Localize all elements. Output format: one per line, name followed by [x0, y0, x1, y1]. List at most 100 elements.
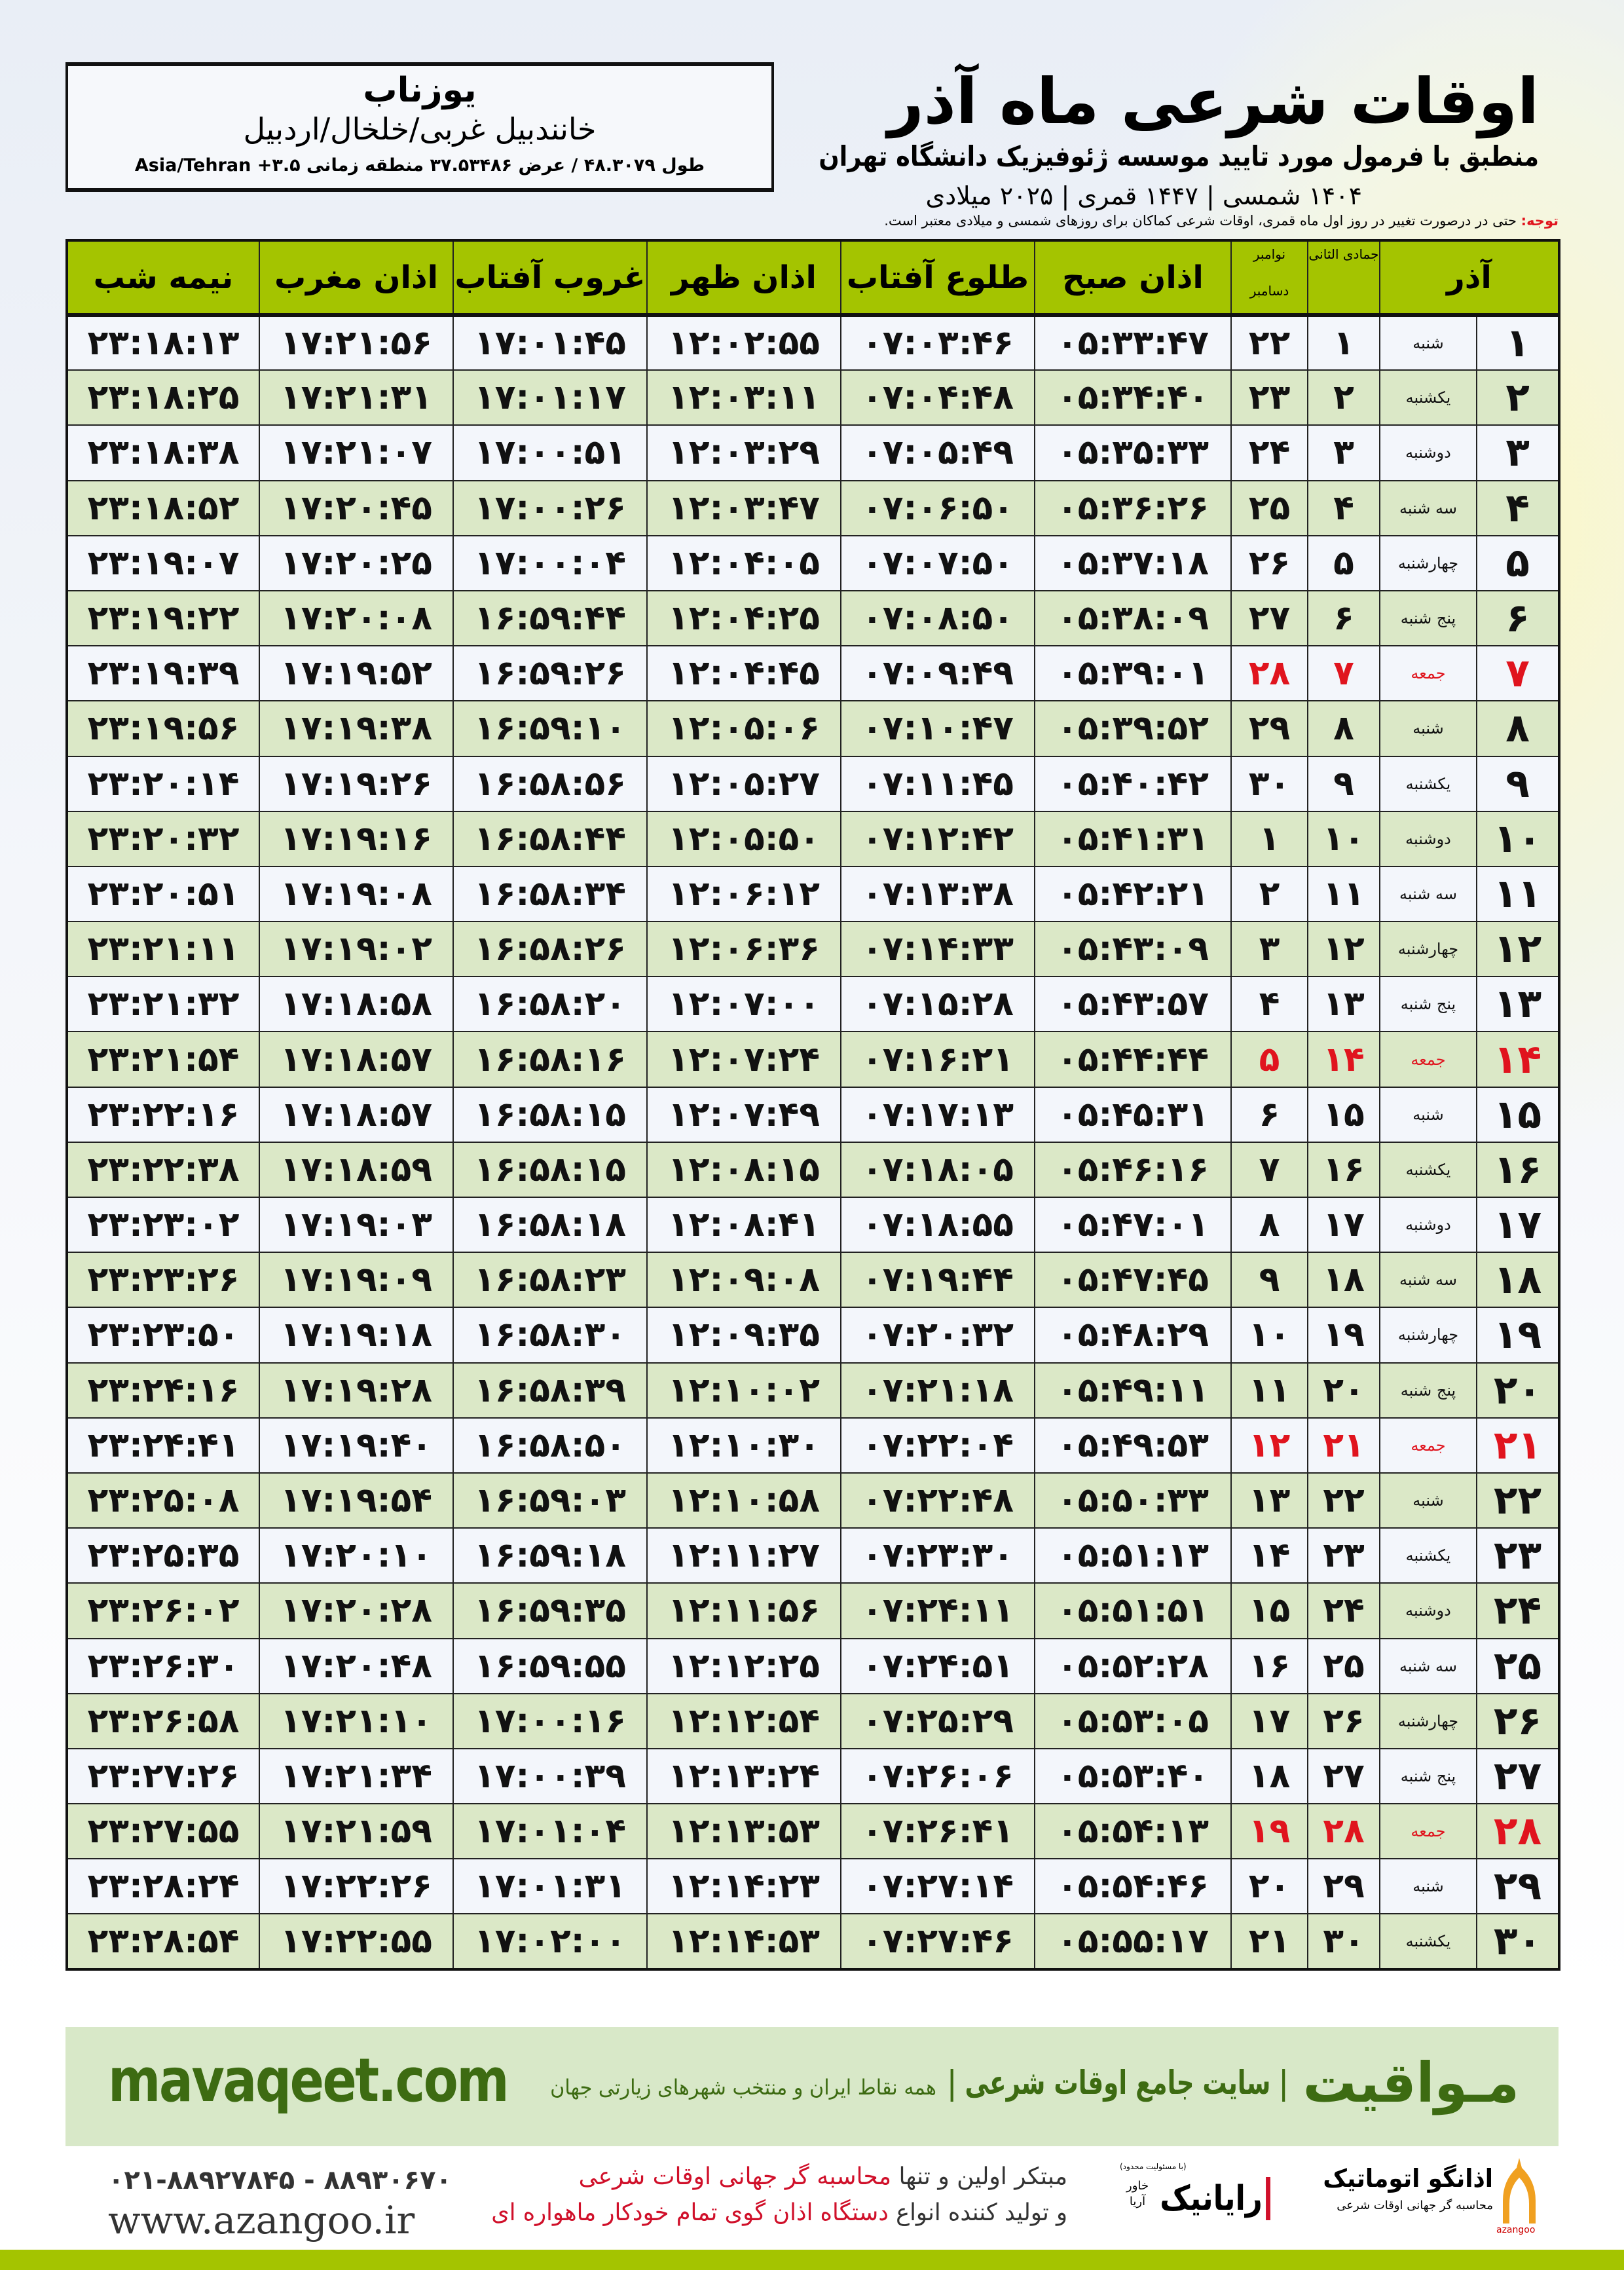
- midnight-time: ۲۳:۲۷:۲۶: [66, 1747, 260, 1805]
- sunrise-time: ۰۷:۲۴:۵۱: [840, 1637, 1035, 1694]
- midnight-time: ۲۳:۱۹:۵۶: [66, 700, 260, 757]
- midnight-time: ۲۳:۲۱:۵۴: [66, 1031, 260, 1088]
- weekday: یکشنبه: [1379, 1913, 1477, 1970]
- sunset-time: ۱۶:۵۹:۴۴: [452, 589, 648, 647]
- gregorian-day: ۲۰: [1230, 1858, 1308, 1915]
- midnight-time: ۲۳:۲۸:۵۴: [66, 1913, 260, 1970]
- year-line: ۱۴۰۴ شمسی | ۱۴۴۷ قمری | ۲۰۲۵ میلادی: [925, 181, 1362, 210]
- maghrib-time: ۱۷:۲۱:۵۶: [259, 314, 454, 371]
- maghrib-time: ۱۷:۱۹:۰۲: [259, 921, 454, 978]
- sunrise-time: ۰۷:۱۸:۵۵: [840, 1196, 1035, 1254]
- midnight-time: ۲۳:۱۹:۰۷: [66, 534, 260, 591]
- gregorian-day: ۳۰: [1230, 755, 1308, 812]
- qamari-day: ۱۶: [1307, 1141, 1380, 1199]
- weekday: یکشنبه: [1379, 755, 1477, 812]
- qamari-day: ۴: [1307, 479, 1380, 536]
- fajr-time: ۰۵:۴۶:۱۶: [1034, 1141, 1232, 1199]
- phone-numbers: ۰۲۱-۸۸۹۲۷۸۴۵ - ۸۸۹۳۰۶۷۰: [108, 2165, 452, 2195]
- table-row: ۲۷ پنج شنبه ۲۷ ۱۸ ۰۵:۵۳:۴۰ ۰۷:۲۶:۰۶ ۱۲:۱۳:۲۴ ۱۷…: [66, 1747, 1560, 1805]
- dhuhr-time: ۱۲:۰۸:۱۵: [646, 1141, 841, 1199]
- maghrib-time: ۱۷:۱۹:۳۸: [259, 700, 454, 757]
- gregorian-day: ۲۵: [1230, 479, 1308, 536]
- sunset-time: ۱۶:۵۸:۲۰: [452, 976, 648, 1033]
- gregorian-day: ۱۸: [1230, 1747, 1308, 1805]
- dhuhr-time: ۱۲:۰۵:۵۰: [646, 810, 841, 867]
- qamari-day: ۱۰: [1307, 810, 1380, 867]
- sunrise-time: ۰۷:۲۳:۳۰: [840, 1527, 1035, 1584]
- midnight-time: ۲۳:۲۵:۳۵: [66, 1527, 260, 1584]
- midnight-time: ۲۳:۲۳:۵۰: [66, 1307, 260, 1364]
- qamari-day: ۱۸: [1307, 1252, 1380, 1309]
- gregorian-day: ۱۰: [1230, 1307, 1308, 1364]
- table-row: ۱۵ شنبه ۱۵ ۶ ۰۵:۴۵:۳۱ ۰۷:۱۷:۱۳ ۱۲:۰۷:۴۹ ۱۶:۵۸:۱…: [66, 1086, 1560, 1143]
- dhuhr-time: ۱۲:۰۸:۴۱: [646, 1196, 841, 1254]
- sunset-time: ۱۶:۵۸:۵۶: [452, 755, 648, 812]
- dhuhr-time: ۱۲:۰۷:۴۹: [646, 1086, 841, 1143]
- azangoo-logo-text: اذانگو اتوماتیک: [1323, 2164, 1493, 2193]
- fajr-time: ۰۵:۵۰:۳۳: [1034, 1472, 1232, 1529]
- slogan: | سایت جامع اوقات شرعی |: [947, 2064, 1288, 2102]
- weekday: یکشنبه: [1379, 1141, 1477, 1199]
- dhuhr-time: ۱۲:۰۳:۲۹: [646, 424, 841, 481]
- table-row: ۱۲ چهارشنبه ۱۲ ۳ ۰۵:۴۳:۰۹ ۰۷:۱۴:۳۳ ۱۲:۰۶:۳۶ ۱۶:…: [66, 921, 1560, 978]
- sunset-time: ۱۶:۵۹:۲۶: [452, 645, 648, 702]
- note-label: توجه:: [1521, 213, 1559, 229]
- azar-day: ۱: [1476, 314, 1560, 371]
- azar-day: ۲۰: [1476, 1362, 1560, 1419]
- sunset-time: ۱۶:۵۹:۱۰: [452, 700, 648, 757]
- fajr-time: ۰۵:۵۳:۴۰: [1034, 1747, 1232, 1805]
- raianik-logo-top: (با مسئولیت محدود): [1120, 2162, 1187, 2171]
- sunrise-time: ۰۷:۱۶:۲۱: [840, 1031, 1035, 1088]
- dhuhr-time: ۱۲:۱۴:۵۳: [646, 1913, 841, 1970]
- sunset-time: ۱۶:۵۸:۳۹: [452, 1362, 648, 1419]
- fajr-time: ۰۵:۴۸:۲۹: [1034, 1307, 1232, 1364]
- qamari-day: ۵: [1307, 534, 1380, 591]
- sunset-time: ۱۶:۵۸:۵۰: [452, 1417, 648, 1474]
- maghrib-time: ۱۷:۱۸:۵۷: [259, 1086, 454, 1143]
- azangoo-website[interactable]: www.azangoo.ir: [108, 2198, 415, 2242]
- sunset-time: ۱۷:۰۰:۵۱: [452, 424, 648, 481]
- table-row: ۳ دوشنبه ۳ ۲۴ ۰۵:۳۵:۳۳ ۰۷:۰۵:۴۹ ۱۲:۰۳:۲۹ ۱۷:۰۰:…: [66, 424, 1560, 481]
- table-row: ۱۳ پنج شنبه ۱۳ ۴ ۰۵:۴۳:۵۷ ۰۷:۱۵:۲۸ ۱۲:۰۷:۰۰ ۱۶:…: [66, 976, 1560, 1033]
- fajr-time: ۰۵:۳۷:۱۸: [1034, 534, 1232, 591]
- midnight-time: ۲۳:۲۳:۲۶: [66, 1252, 260, 1309]
- gregorian-day: ۲۶: [1230, 534, 1308, 591]
- maghrib-time: ۱۷:۲۰:۱۰: [259, 1527, 454, 1584]
- table-row: ۴ سه شنبه ۴ ۲۵ ۰۵:۳۶:۲۶ ۰۷:۰۶:۵۰ ۱۲:۰۳:۴۷ ۱۷:۰۰…: [66, 479, 1560, 536]
- midnight-time: ۲۳:۲۸:۲۴: [66, 1858, 260, 1915]
- sunrise-time: ۰۷:۲۴:۱۱: [840, 1582, 1035, 1639]
- dhuhr-time: ۱۲:۱۲:۲۵: [646, 1637, 841, 1694]
- weekday: پنج شنبه: [1379, 589, 1477, 647]
- weekday: یکشنبه: [1379, 1527, 1477, 1584]
- prayer-times-table: آذر جمادی الثانی نوامبر دسامبر اذان صبح ط…: [65, 239, 1560, 1971]
- gregorian-day: ۱۳: [1230, 1472, 1308, 1529]
- fajr-time: ۰۵:۵۵:۱۷: [1034, 1913, 1232, 1970]
- azar-day: ۲۶: [1476, 1692, 1560, 1749]
- weekday: شنبه: [1379, 1472, 1477, 1529]
- dhuhr-time: ۱۲:۱۳:۲۴: [646, 1747, 841, 1805]
- dhuhr-time: ۱۲:۰۳:۱۱: [646, 369, 841, 426]
- table-row: ۲۲ شنبه ۲۲ ۱۳ ۰۵:۵۰:۳۳ ۰۷:۲۲:۴۸ ۱۲:۱۰:۵۸ ۱۶:۵۹:…: [66, 1472, 1560, 1529]
- location-coords: طول ۴۸.۳۰۷۹ / عرض ۳۷.۵۳۴۸۶ منطقه زمانی ۳…: [134, 155, 705, 176]
- dhuhr-time: ۱۲:۱۳:۵۳: [646, 1803, 841, 1860]
- sunrise-time: ۰۷:۱۱:۴۵: [840, 755, 1035, 812]
- table-row: ۶ پنج شنبه ۶ ۲۷ ۰۵:۳۸:۰۹ ۰۷:۰۸:۵۰ ۱۲:۰۴:۲۵ ۱۶:۵…: [66, 589, 1560, 647]
- weekday: سه شنبه: [1379, 865, 1477, 923]
- qamari-day: ۲۵: [1307, 1637, 1380, 1694]
- dhuhr-time: ۱۲:۰۶:۱۲: [646, 865, 841, 923]
- weekday: چهارشنبه: [1379, 534, 1477, 591]
- site-link[interactable]: mavaqeet.com: [108, 2045, 509, 2115]
- bottom-bar: [0, 2250, 1624, 2270]
- maghrib-time: ۱۷:۱۹:۱۶: [259, 810, 454, 867]
- azar-day: ۳۰: [1476, 1913, 1560, 1970]
- midnight-time: ۲۳:۲۴:۴۱: [66, 1417, 260, 1474]
- maghrib-time: ۱۷:۱۹:۲۶: [259, 755, 454, 812]
- weekday: یکشنبه: [1379, 369, 1477, 426]
- dhuhr-time: ۱۲:۰۵:۲۷: [646, 755, 841, 812]
- sunset-time: ۱۶:۵۸:۱۵: [452, 1086, 648, 1143]
- table-row: ۱۴ جمعه ۱۴ ۵ ۰۵:۴۴:۴۴ ۰۷:۱۶:۲۱ ۱۲:۰۷:۲۴ ۱۶:۵۸:۱…: [66, 1031, 1560, 1088]
- azar-day: ۲۵: [1476, 1637, 1560, 1694]
- table-row: ۲۵ سه شنبه ۲۵ ۱۶ ۰۵:۵۲:۲۸ ۰۷:۲۴:۵۱ ۱۲:۱۲:۲۵ ۱۶:…: [66, 1637, 1560, 1694]
- fajr-time: ۰۵:۴۱:۳۱: [1034, 810, 1232, 867]
- table-row: ۱۹ چهارشنبه ۱۹ ۱۰ ۰۵:۴۸:۲۹ ۰۷:۲۰:۳۲ ۱۲:۰۹:۳۵ ۱۶…: [66, 1307, 1560, 1364]
